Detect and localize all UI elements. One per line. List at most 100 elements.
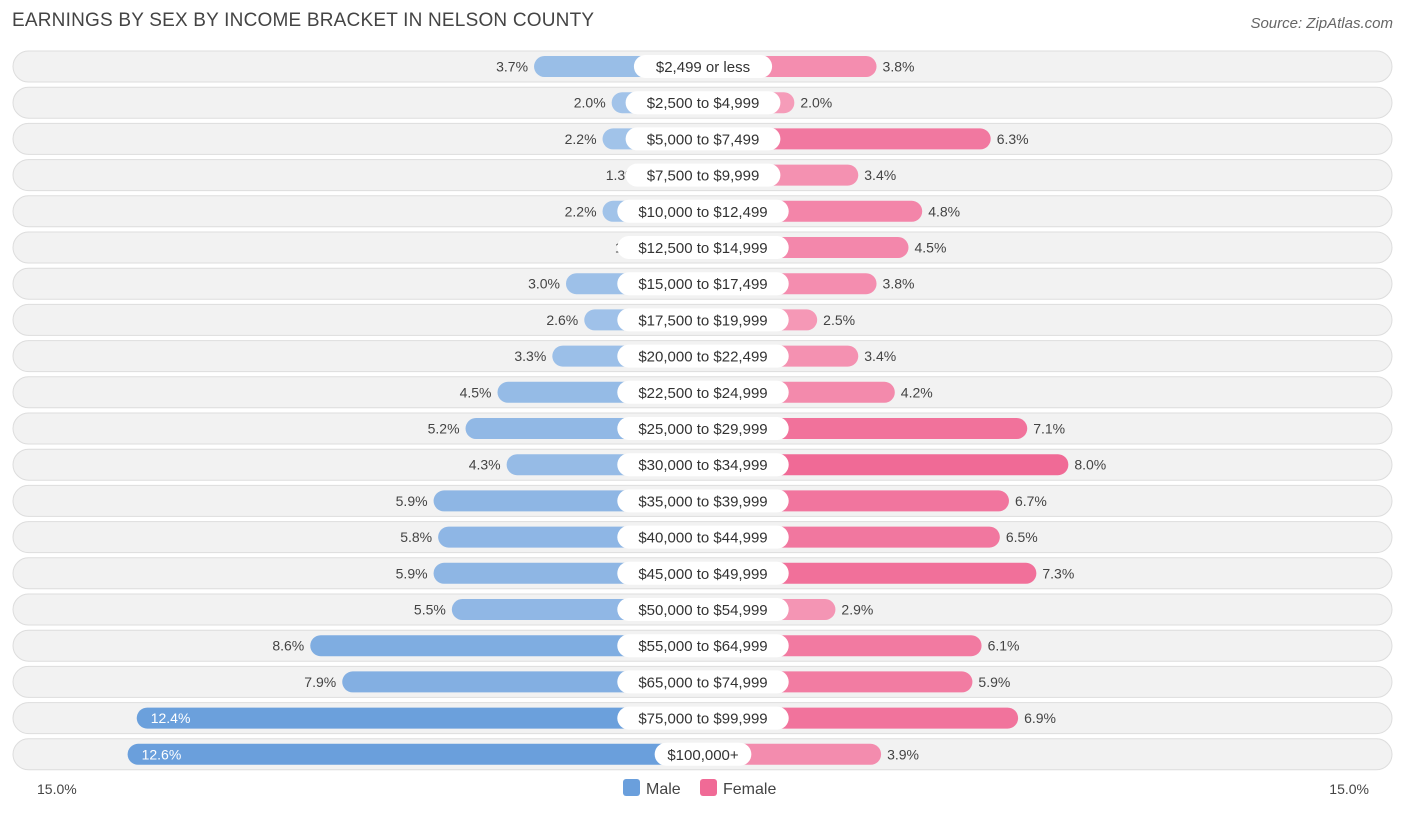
category-pill	[617, 417, 789, 440]
chart-row: 1.1%4.5%$12,500 to $14,999	[12, 231, 1393, 264]
category-label: $55,000 to $64,999	[638, 638, 767, 655]
chart-row: 8.6% 6.1% $55,000 to $64,999	[12, 629, 1393, 662]
category-pill	[654, 742, 752, 766]
legend-male-swatch	[623, 779, 640, 796]
chart-row: 12.4% 6.9% $75,000 to $99,999	[12, 702, 1393, 735]
chart-row: 3.3% 3.4% $20,000 to $22,499	[12, 340, 1393, 373]
category-pill	[617, 272, 789, 296]
female-value-label: 4.2%	[901, 384, 933, 400]
category-label: $15,000 to $17,499	[638, 276, 767, 293]
category-pill	[625, 163, 781, 187]
male-value-label: 4.5%	[460, 384, 492, 400]
chart-row: 7.9% 5.9% $65,000 to $74,999	[12, 665, 1393, 698]
female-value-label: 2.5%	[823, 312, 855, 328]
axis-layer: 15.0% 15.0%	[37, 781, 1369, 797]
female-value-label: 8.0%	[1074, 457, 1106, 473]
category-pill	[617, 634, 789, 658]
female-value-label: 3.4%	[864, 348, 896, 364]
chart-row: 5.9% 7.3% $45,000 to $49,999	[12, 557, 1393, 590]
male-value-label: 5.2%	[428, 421, 460, 437]
category-pill	[617, 670, 789, 694]
chart-row: 5.2% 7.1% $25,000 to $29,999	[12, 412, 1393, 445]
female-bar	[703, 454, 1069, 476]
category-label: $2,499 or less	[656, 59, 750, 76]
category-label: $50,000 to $54,999	[638, 602, 767, 619]
female-value-label: 6.3%	[997, 131, 1029, 147]
category-pill	[617, 598, 789, 621]
category-pill	[617, 489, 789, 513]
male-value-label: 12.6%	[142, 746, 182, 762]
category-label: $10,000 to $12,499	[638, 204, 767, 221]
chart-row: 2.6% 2.5% $17,500 to $19,999	[12, 303, 1393, 336]
chart-row: 12.6% 3.9% $100,000+	[12, 738, 1393, 771]
category-pill	[617, 380, 789, 404]
female-value-label: 3.8%	[883, 59, 915, 75]
female-value-label: 6.9%	[1024, 710, 1056, 726]
male-value-label: 8.6%	[272, 638, 304, 654]
female-value-label: 2.0%	[800, 95, 832, 111]
category-label: $25,000 to $29,999	[638, 421, 767, 438]
female-value-label: 3.9%	[887, 746, 919, 762]
category-pill	[617, 199, 789, 223]
category-pill	[625, 127, 781, 151]
axis-label-left: 15.0%	[37, 781, 77, 797]
male-value-label: 2.0%	[574, 95, 606, 111]
legend-male-label: Male	[646, 781, 681, 798]
chart-row: 3.0% 3.8% $15,000 to $17,499	[12, 267, 1393, 300]
category-label: $12,500 to $14,999	[638, 240, 767, 257]
female-value-label: 3.8%	[883, 276, 915, 292]
male-value-label: 12.4%	[151, 710, 191, 726]
chart-row: 2.2% 6.3% $5,000 to $7,499	[12, 122, 1393, 155]
female-value-label: 6.1%	[988, 638, 1020, 654]
category-pill	[617, 308, 789, 332]
axis-label-right: 15.0%	[1329, 781, 1369, 797]
female-value-label: 6.7%	[1015, 493, 1047, 509]
category-label: $35,000 to $39,999	[638, 493, 767, 510]
female-value-label: 4.5%	[915, 240, 947, 256]
category-pill	[617, 236, 789, 259]
legend-female-swatch	[700, 779, 717, 796]
male-bar	[127, 743, 704, 765]
female-value-label: 2.9%	[841, 602, 873, 618]
female-value-label: 7.1%	[1033, 421, 1065, 437]
male-value-label: 2.2%	[565, 131, 597, 147]
category-label: $45,000 to $49,999	[638, 566, 767, 583]
male-value-label: 5.8%	[400, 529, 432, 545]
chart-row: 5.5% 2.9% $50,000 to $54,999	[12, 593, 1393, 626]
category-label: $75,000 to $99,999	[638, 711, 767, 728]
male-bar	[342, 671, 703, 693]
category-label: $40,000 to $44,999	[638, 530, 767, 547]
legend-female-label: Female	[723, 781, 776, 798]
chart-row: 5.9% 6.7% $35,000 to $39,999	[12, 484, 1393, 517]
female-value-label: 6.5%	[1006, 529, 1038, 545]
chart-row: 3.7% 3.8% $2,499 or less	[12, 50, 1393, 83]
male-value-label: 3.0%	[528, 276, 560, 292]
category-pill	[633, 55, 773, 78]
category-label: $22,500 to $24,999	[638, 385, 767, 402]
rows-layer: 3.7% 3.8% $2,499 or less 2.0% 2.0% $2,500 to …	[12, 50, 1393, 771]
category-pill	[617, 706, 789, 730]
male-value-label: 2.2%	[565, 203, 597, 219]
source-credit: Source: ZipAtlas.com	[1250, 15, 1393, 32]
legend: Male Female	[623, 779, 776, 798]
male-value-label: 5.9%	[396, 493, 428, 509]
male-value-label: 7.9%	[304, 674, 336, 690]
chart-row: 2.0% 2.0% $2,500 to $4,999	[12, 86, 1393, 119]
category-label: $7,500 to $9,999	[647, 168, 760, 185]
category-label: $17,500 to $19,999	[638, 312, 767, 329]
chart-title: EARNINGS BY SEX BY INCOME BRACKET IN NEL…	[12, 10, 595, 31]
male-value-label: 3.3%	[514, 348, 546, 364]
category-label: $100,000+	[667, 747, 739, 764]
chart-row: 5.8% 6.5% $40,000 to $44,999	[12, 521, 1393, 554]
category-pill	[617, 344, 789, 368]
male-value-label: 5.9%	[396, 565, 428, 581]
female-value-label: 5.9%	[978, 674, 1010, 690]
chart-row: 2.2% 4.8% $10,000 to $12,499	[12, 195, 1393, 228]
category-label: $5,000 to $7,499	[647, 131, 760, 148]
category-pill	[617, 561, 789, 585]
female-value-label: 4.8%	[928, 203, 960, 219]
category-label: $65,000 to $74,999	[638, 674, 767, 691]
male-value-label: 4.3%	[469, 457, 501, 473]
male-bar	[310, 635, 703, 657]
